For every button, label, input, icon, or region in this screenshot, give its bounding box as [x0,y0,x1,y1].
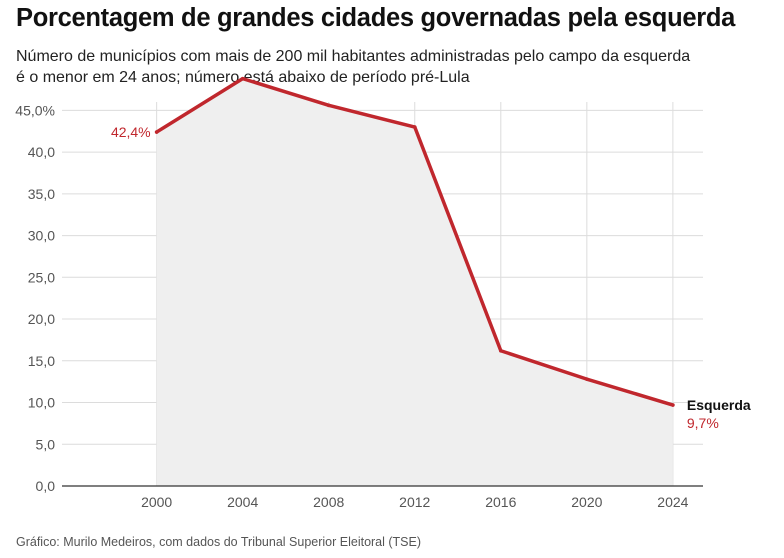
y-tick-label: 20,0 [28,311,55,327]
x-tick-label: 2020 [571,494,602,510]
data-point [499,348,503,353]
annotations: 42,4% Esquerda 9,7% [111,124,751,431]
data-label-2024: 9,7% [687,415,719,431]
chart-title: Porcentagem de grandes cidades governada… [16,4,736,32]
series-name-label: Esquerda [687,397,751,413]
data-point [585,377,589,381]
subtitle-line-1: Número de municípios com mais de 200 mil… [16,48,691,65]
chart-subtitle: Número de municípios com mais de 200 mil… [16,46,776,88]
x-tick-label: 2000 [141,494,172,510]
y-tick-label: 35,0 [28,186,55,202]
data-point [240,76,245,81]
y-tick-label: 40,0 [28,144,55,160]
x-tick-label: 2004 [227,494,258,510]
y-tick-label: 10,0 [28,395,55,411]
source-note: Gráfico: Murilo Medeiros, com dados do T… [16,535,422,549]
data-label-2000: 42,4% [111,124,151,140]
y-tick-label: 0,0 [36,478,56,494]
data-point [412,125,417,129]
data-point [326,103,331,108]
y-tick-label: 30,0 [28,228,55,244]
data-points [154,76,675,407]
x-tick-label: 2008 [313,494,344,510]
data-point [154,130,159,134]
x-tick-label: 2012 [399,494,430,510]
area-fill [156,78,673,486]
x-tick-label: 2016 [485,494,516,510]
y-tick-label: 45,0% [15,102,55,118]
y-tick-label: 5,0 [36,436,56,452]
data-point [671,403,675,407]
x-axis-tick-labels: 2000 2004 2008 2012 2016 2020 2024 [141,494,689,510]
y-axis-tick-labels: 0,0 5,0 10,0 15,0 20,0 25,0 30,0 35,0 40,0 45,0% [15,102,55,494]
y-tick-label: 25,0 [28,269,55,285]
y-tick-label: 15,0 [28,353,55,369]
x-tick-label: 2024 [657,494,688,510]
